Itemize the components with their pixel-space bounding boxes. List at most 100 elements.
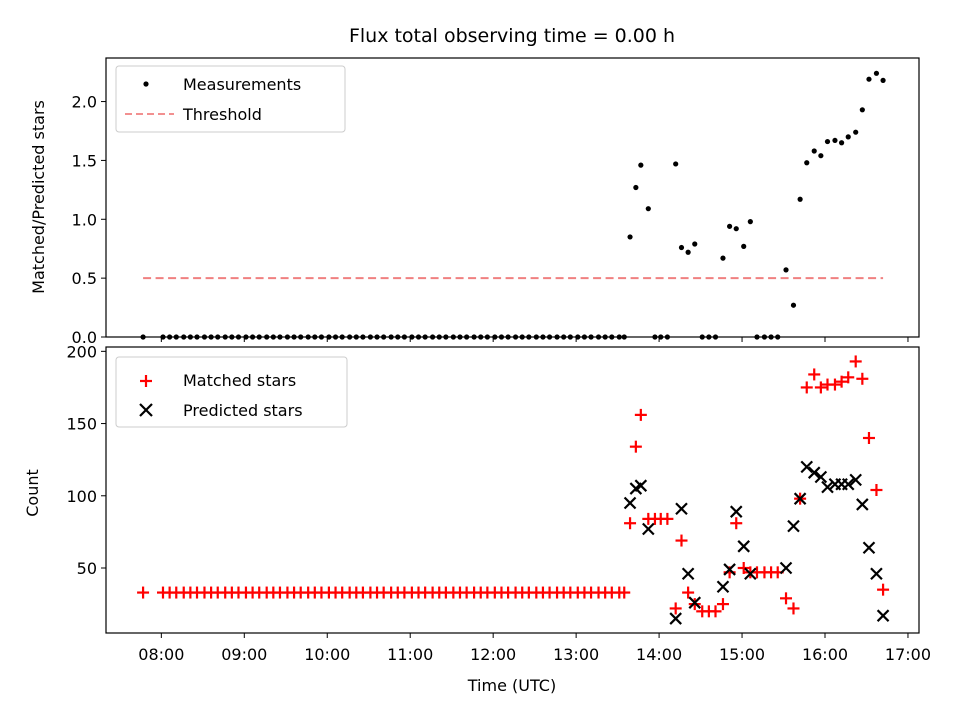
matched-star-point <box>618 586 631 599</box>
predicted-star-stroke-b <box>800 460 814 474</box>
measurement-point <box>312 334 318 340</box>
matched-star-point <box>737 562 750 574</box>
predicted-star-point <box>669 612 682 625</box>
measurement-point <box>783 267 789 273</box>
predicted-star-point <box>856 498 869 511</box>
chart-title: Flux total observing time = 0.00 h <box>349 25 675 47</box>
measurement-point <box>853 129 859 135</box>
measurement-point <box>201 334 208 340</box>
predicted-star-point <box>779 561 793 575</box>
predicted-star-stroke-b <box>729 505 743 518</box>
predicted-star-point <box>862 541 876 555</box>
matched-star-point <box>709 605 722 618</box>
measurement-point <box>374 334 380 340</box>
matched-star-point <box>634 408 647 421</box>
measurement-point <box>575 334 581 340</box>
predicted-star-stroke-b <box>675 502 688 516</box>
measurement-point <box>775 334 781 340</box>
measurement-point <box>229 334 235 340</box>
measurement-point <box>457 334 463 340</box>
measurement-point <box>243 334 249 340</box>
predicted-star-stroke-b <box>870 567 883 581</box>
measurement-point <box>409 334 415 340</box>
measurement-point <box>658 334 664 340</box>
measurement-point <box>678 244 685 251</box>
predicted-star-stroke-b <box>737 540 750 553</box>
measurement-point <box>208 334 214 340</box>
measurement-point <box>602 334 608 340</box>
measurement-point <box>298 334 304 340</box>
matched-star-point <box>780 592 793 605</box>
measurement-point <box>443 334 449 340</box>
measurement-point <box>554 334 560 340</box>
legend-measurements-marker <box>143 81 149 87</box>
measurement-point <box>492 334 498 340</box>
predicted-star-point <box>723 563 736 576</box>
measurement-point <box>277 334 283 340</box>
predicted-star-stroke-b <box>821 480 834 494</box>
predicted-star-point <box>623 496 637 510</box>
measurement-point <box>747 219 753 225</box>
legend-measurements-label: Measurements <box>183 75 301 94</box>
xtick-label: 09:00 <box>221 645 267 664</box>
measurement-point <box>160 334 166 340</box>
xtick-label: 10:00 <box>304 645 350 664</box>
predicted-star-point <box>688 596 702 609</box>
bottom-x-ticks: 08:00 09:00 10:00 11:00 12:00 13:00 14:00 15:00… <box>138 633 931 664</box>
xtick-label: 13:00 <box>553 645 599 664</box>
predicted-star-stroke-b <box>849 473 862 487</box>
measurement-point <box>505 334 511 340</box>
measurement-point <box>804 160 810 166</box>
measurement-point <box>706 334 712 340</box>
measurement-point <box>761 334 768 340</box>
bottom-legend-frame <box>115 356 348 428</box>
bottom-panel: 50 100 150 200 08:00 09:00 10:00 11:00 12:00 13:… <box>23 342 931 695</box>
measurement-point <box>873 70 880 76</box>
measurement-point <box>838 140 845 146</box>
measurement-point <box>880 77 886 83</box>
measurement-point <box>621 334 627 340</box>
matched-star-point <box>137 586 150 599</box>
measurement-point <box>291 334 297 340</box>
measurement-point <box>339 334 345 340</box>
measurement-point <box>512 334 519 340</box>
matched-star-point <box>675 534 688 547</box>
predicted-star-stroke-b <box>814 470 828 484</box>
measurement-point <box>768 334 774 340</box>
predicted-star-stroke-b <box>634 479 648 492</box>
measurement-point <box>187 334 193 340</box>
measurement-point <box>561 334 567 340</box>
predicted-star-stroke-b <box>862 541 876 555</box>
measurement-point <box>332 334 339 340</box>
matched-star-point <box>862 432 875 444</box>
measurement-point <box>395 334 401 340</box>
predicted-star-stroke-b <box>716 580 730 594</box>
measurement-point <box>866 76 872 82</box>
top-ytick-label: 0.5 <box>72 269 97 288</box>
predicted-star-point <box>876 609 890 622</box>
measurement-point <box>471 334 477 340</box>
predicted-star-stroke-b <box>856 498 869 511</box>
measurement-point <box>595 334 602 340</box>
predicted-star-point <box>787 519 800 533</box>
matched-star-point <box>624 517 637 530</box>
top-panel: 0.00.51.01.52.0 Matched/Predicted stars … <box>29 57 920 347</box>
measurement-point <box>284 334 291 340</box>
measurement-point <box>790 302 797 308</box>
measurement-point <box>727 223 733 229</box>
measurement-point <box>673 161 679 167</box>
measurement-point <box>526 334 532 340</box>
measurement-point <box>859 107 865 113</box>
predicted-star-point <box>675 502 688 516</box>
legend-predicted-marker <box>139 403 153 417</box>
measurement-point <box>692 241 698 247</box>
measurement-point <box>824 138 831 145</box>
matched-star-point <box>835 375 848 388</box>
x-axis-label: Time (UTC) <box>467 676 556 695</box>
predicted-star-stroke-b <box>744 567 757 581</box>
measurement-point <box>222 334 228 340</box>
measurement-point <box>498 334 505 340</box>
measurement-point <box>741 243 747 249</box>
measurement-point <box>436 334 442 340</box>
bottom-y-axis-label: Count <box>23 469 42 517</box>
